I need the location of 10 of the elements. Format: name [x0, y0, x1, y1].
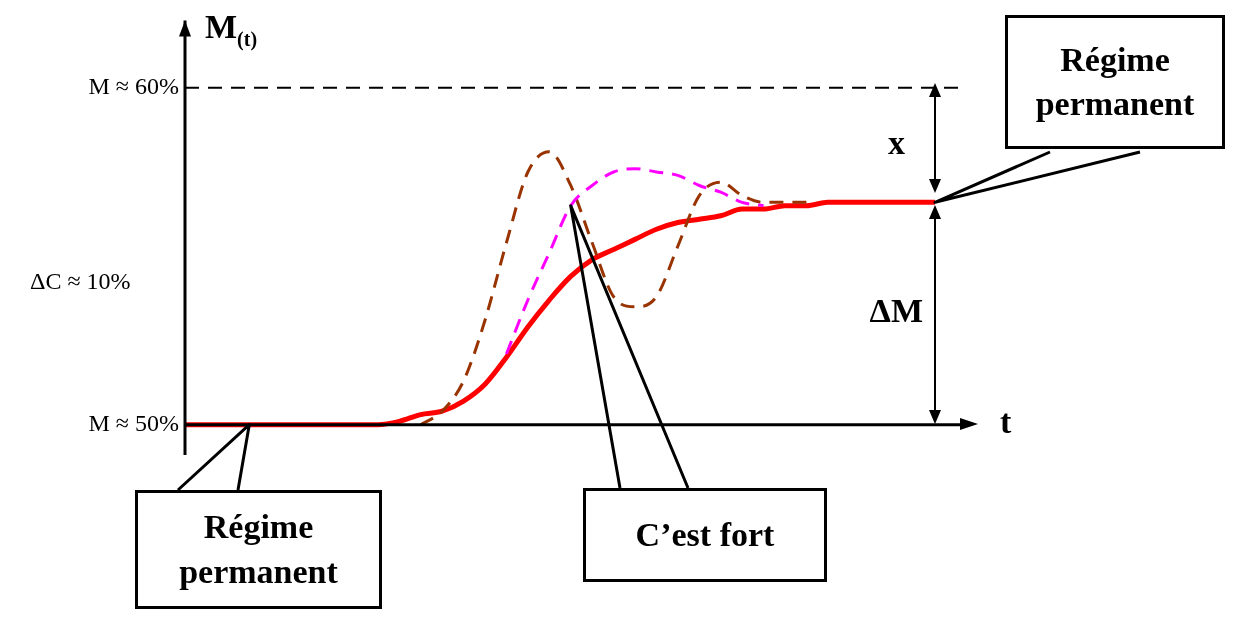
- text: Régime permanent: [1034, 39, 1196, 124]
- y-axis-title: M$_{(t)}$: [205, 8, 258, 51]
- x-axis-title: t: [1000, 403, 1012, 441]
- annotation: x: [888, 123, 905, 161]
- text: ΔC ≈ 10%: [30, 268, 131, 295]
- text: C’est fort: [635, 514, 775, 555]
- y-tick-label: M ≈ 50%: [88, 409, 179, 436]
- text: Régime permanent: [178, 507, 339, 592]
- y-tick-label: M ≈ 60%: [88, 73, 179, 100]
- annotation: ΔM: [869, 292, 923, 330]
